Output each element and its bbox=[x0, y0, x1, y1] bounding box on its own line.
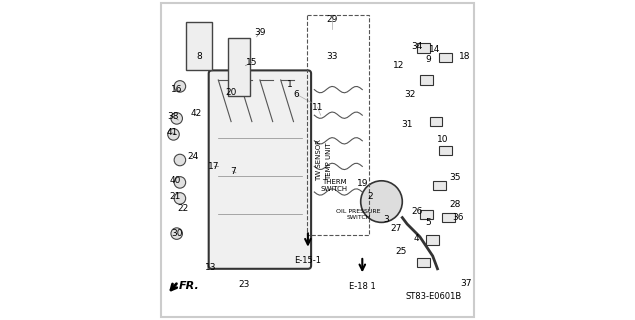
Text: 29: 29 bbox=[326, 15, 338, 24]
Circle shape bbox=[174, 177, 185, 188]
Text: E-18 1: E-18 1 bbox=[349, 282, 376, 291]
Text: 18: 18 bbox=[459, 52, 471, 60]
Text: 35: 35 bbox=[450, 173, 461, 182]
Bar bbox=[417, 43, 429, 53]
Text: TEMP UNIT: TEMP UNIT bbox=[326, 143, 331, 180]
Text: 28: 28 bbox=[450, 200, 461, 209]
Bar bbox=[432, 181, 446, 190]
Text: 7: 7 bbox=[230, 167, 236, 176]
Text: 2: 2 bbox=[368, 192, 373, 201]
Text: 3: 3 bbox=[384, 215, 389, 224]
Text: 26: 26 bbox=[411, 207, 422, 216]
Text: 11: 11 bbox=[312, 103, 323, 112]
Text: 8: 8 bbox=[196, 52, 202, 60]
Text: 19: 19 bbox=[356, 180, 368, 188]
Bar bbox=[186, 22, 212, 70]
Text: OIL PRESSURE
SWITCH: OIL PRESSURE SWITCH bbox=[336, 209, 381, 220]
Text: 10: 10 bbox=[436, 135, 448, 144]
Text: 4: 4 bbox=[414, 234, 420, 243]
Text: 40: 40 bbox=[170, 176, 182, 185]
Bar bbox=[439, 146, 452, 155]
Text: THERM
SWITCH: THERM SWITCH bbox=[321, 179, 348, 192]
Text: 12: 12 bbox=[394, 61, 404, 70]
Text: 13: 13 bbox=[204, 263, 216, 272]
Text: E-15-1: E-15-1 bbox=[295, 256, 321, 265]
Text: 27: 27 bbox=[391, 224, 401, 233]
Text: 39: 39 bbox=[254, 28, 265, 36]
Circle shape bbox=[174, 193, 185, 204]
Text: 36: 36 bbox=[453, 213, 464, 222]
Text: 25: 25 bbox=[395, 247, 406, 256]
Text: TW SENSOR: TW SENSOR bbox=[316, 139, 322, 181]
Bar bbox=[429, 117, 443, 126]
Text: 1: 1 bbox=[288, 80, 293, 89]
Text: 30: 30 bbox=[171, 229, 182, 238]
FancyBboxPatch shape bbox=[209, 70, 311, 269]
Bar bbox=[417, 258, 429, 267]
Text: 21: 21 bbox=[170, 192, 181, 201]
Circle shape bbox=[361, 181, 403, 222]
Text: 15: 15 bbox=[246, 58, 258, 67]
Text: 5: 5 bbox=[425, 218, 431, 227]
Text: 33: 33 bbox=[326, 52, 338, 60]
Bar bbox=[420, 75, 432, 85]
Bar bbox=[439, 53, 452, 62]
Text: 24: 24 bbox=[187, 152, 198, 161]
Text: 14: 14 bbox=[429, 45, 440, 54]
Bar bbox=[443, 213, 455, 222]
Text: FR.: FR. bbox=[179, 281, 200, 292]
Text: 22: 22 bbox=[177, 204, 189, 212]
Circle shape bbox=[168, 129, 179, 140]
Text: 6: 6 bbox=[294, 90, 300, 99]
Text: 38: 38 bbox=[168, 112, 179, 121]
Circle shape bbox=[174, 81, 185, 92]
Circle shape bbox=[171, 228, 182, 239]
Text: 9: 9 bbox=[425, 55, 431, 64]
Text: 34: 34 bbox=[411, 42, 422, 51]
Text: 17: 17 bbox=[208, 162, 219, 171]
Circle shape bbox=[174, 154, 185, 166]
Bar bbox=[307, 15, 369, 235]
Text: ST83-E0601B: ST83-E0601B bbox=[405, 292, 462, 301]
Text: 20: 20 bbox=[225, 88, 237, 97]
Text: 16: 16 bbox=[171, 85, 182, 94]
Bar bbox=[228, 38, 250, 96]
Bar bbox=[420, 210, 432, 219]
Text: 31: 31 bbox=[401, 120, 413, 129]
Text: 23: 23 bbox=[238, 280, 250, 289]
Text: 42: 42 bbox=[190, 109, 201, 118]
Text: 37: 37 bbox=[460, 279, 472, 288]
Text: 41: 41 bbox=[166, 128, 178, 137]
Text: 32: 32 bbox=[404, 90, 416, 99]
Circle shape bbox=[171, 113, 182, 124]
Bar bbox=[426, 235, 439, 245]
